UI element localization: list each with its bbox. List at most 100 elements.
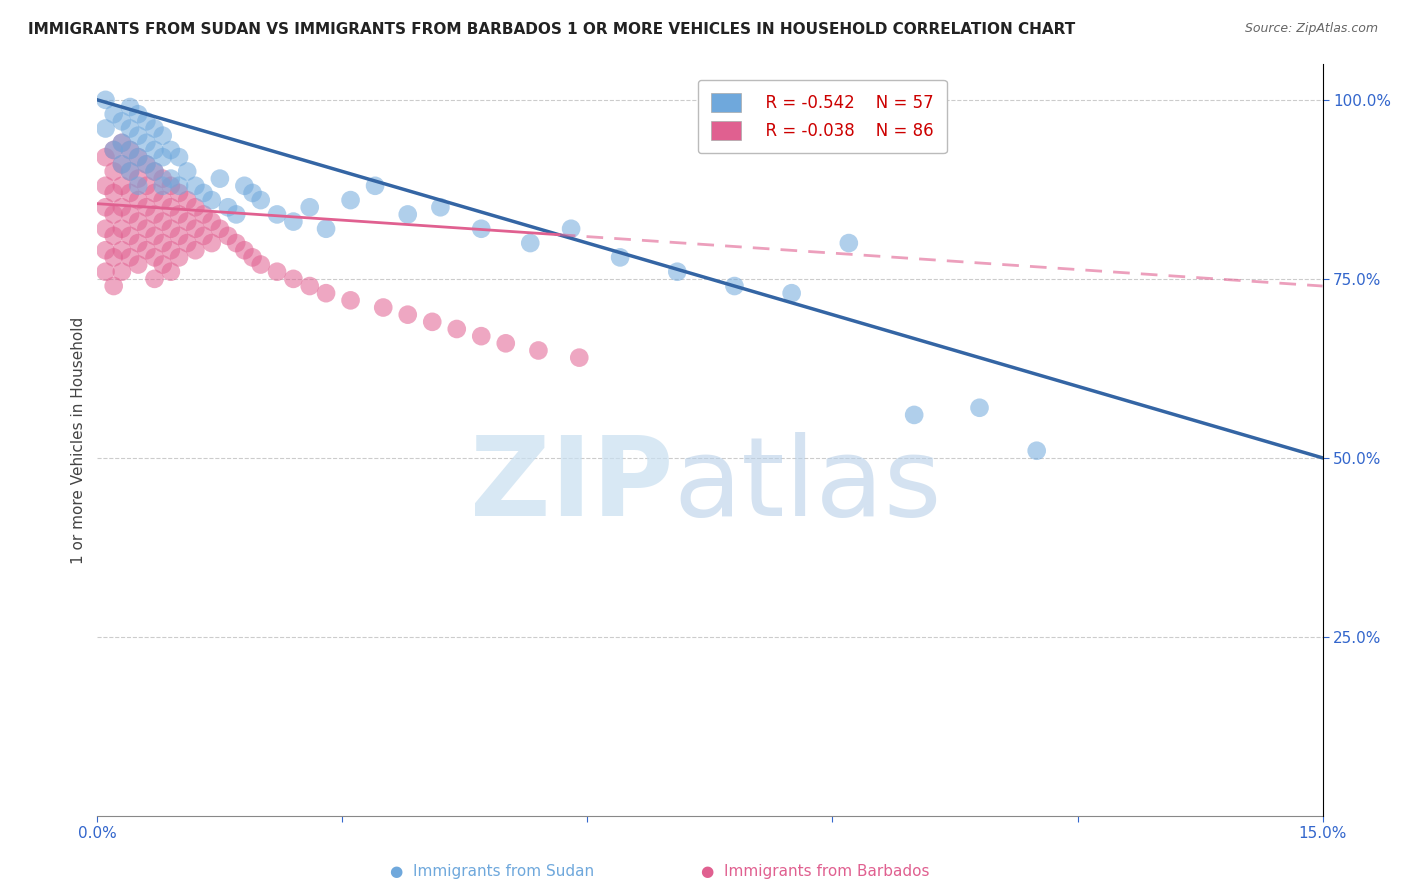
Legend:   R = -0.542    N = 57,   R = -0.038    N = 86: R = -0.542 N = 57, R = -0.038 N = 86 (697, 80, 946, 153)
Point (283, 272, 305, 286)
Point (103, 207, 125, 221)
Text: ●  Immigrants from Sudan: ● Immigrants from Sudan (389, 863, 595, 879)
Point (339, 193, 361, 207)
Point (184, 178, 207, 193)
Point (118, 228, 141, 243)
Point (160, 244, 183, 258)
Point (152, 236, 174, 251)
Point (103, 107, 125, 121)
Point (118, 121, 141, 136)
Point (118, 207, 141, 221)
Point (111, 136, 134, 150)
Point (152, 193, 174, 207)
Point (152, 128, 174, 143)
Point (723, 279, 745, 293)
Point (152, 178, 174, 193)
Point (666, 265, 689, 279)
Text: atlas: atlas (673, 432, 942, 539)
Point (396, 308, 419, 322)
Point (184, 200, 207, 214)
Point (143, 164, 166, 178)
Text: Source: ZipAtlas.com: Source: ZipAtlas.com (1244, 22, 1378, 36)
Point (242, 251, 264, 265)
Point (470, 329, 492, 343)
Point (167, 207, 190, 221)
Y-axis label: 1 or more Vehicles in Household: 1 or more Vehicles in Household (72, 317, 86, 564)
Point (94, 178, 117, 193)
Point (135, 178, 157, 193)
Point (103, 143, 125, 157)
Point (94, 121, 117, 136)
Point (249, 258, 271, 272)
Point (127, 107, 149, 121)
Point (111, 136, 134, 150)
Point (143, 272, 166, 286)
Point (111, 157, 134, 171)
Point (176, 193, 198, 207)
Point (94, 150, 117, 164)
Text: ●  Immigrants from Barbados: ● Immigrants from Barbados (702, 863, 929, 879)
Point (193, 186, 215, 200)
Point (560, 221, 582, 235)
Point (127, 193, 149, 207)
Point (266, 265, 288, 279)
Point (111, 114, 134, 128)
Point (446, 322, 468, 336)
Point (143, 143, 166, 157)
Point (118, 164, 141, 178)
Point (143, 228, 166, 243)
Point (167, 150, 190, 164)
Point (111, 244, 134, 258)
Point (135, 157, 157, 171)
Point (429, 200, 451, 214)
Point (152, 171, 174, 186)
Point (127, 171, 149, 186)
Point (127, 258, 149, 272)
Point (233, 244, 256, 258)
Point (201, 214, 224, 228)
Point (176, 236, 198, 251)
Point (111, 157, 134, 171)
Point (152, 150, 174, 164)
Point (127, 150, 149, 164)
Point (152, 258, 174, 272)
Point (527, 343, 550, 358)
Point (176, 214, 198, 228)
Point (94, 244, 117, 258)
Point (217, 228, 239, 243)
Point (233, 178, 256, 193)
Point (225, 207, 247, 221)
Point (167, 228, 190, 243)
Point (208, 221, 231, 235)
Point (780, 286, 803, 301)
Point (118, 164, 141, 178)
Point (143, 121, 166, 136)
Point (111, 265, 134, 279)
Point (969, 401, 991, 415)
Point (103, 143, 125, 157)
Point (249, 193, 271, 207)
Point (94, 93, 117, 107)
Point (315, 286, 337, 301)
Point (1025, 443, 1047, 458)
Point (160, 221, 183, 235)
Point (495, 336, 517, 351)
Point (903, 408, 925, 422)
Point (242, 186, 264, 200)
Point (160, 171, 183, 186)
Point (298, 200, 321, 214)
Point (118, 100, 141, 114)
Point (103, 228, 125, 243)
Point (609, 251, 631, 265)
Point (519, 236, 541, 251)
Point (193, 228, 215, 243)
Point (568, 351, 591, 365)
Point (193, 207, 215, 221)
Point (118, 143, 141, 157)
Point (135, 200, 157, 214)
Point (160, 143, 183, 157)
Point (143, 164, 166, 178)
Point (225, 236, 247, 251)
Point (470, 221, 492, 235)
Point (266, 207, 288, 221)
